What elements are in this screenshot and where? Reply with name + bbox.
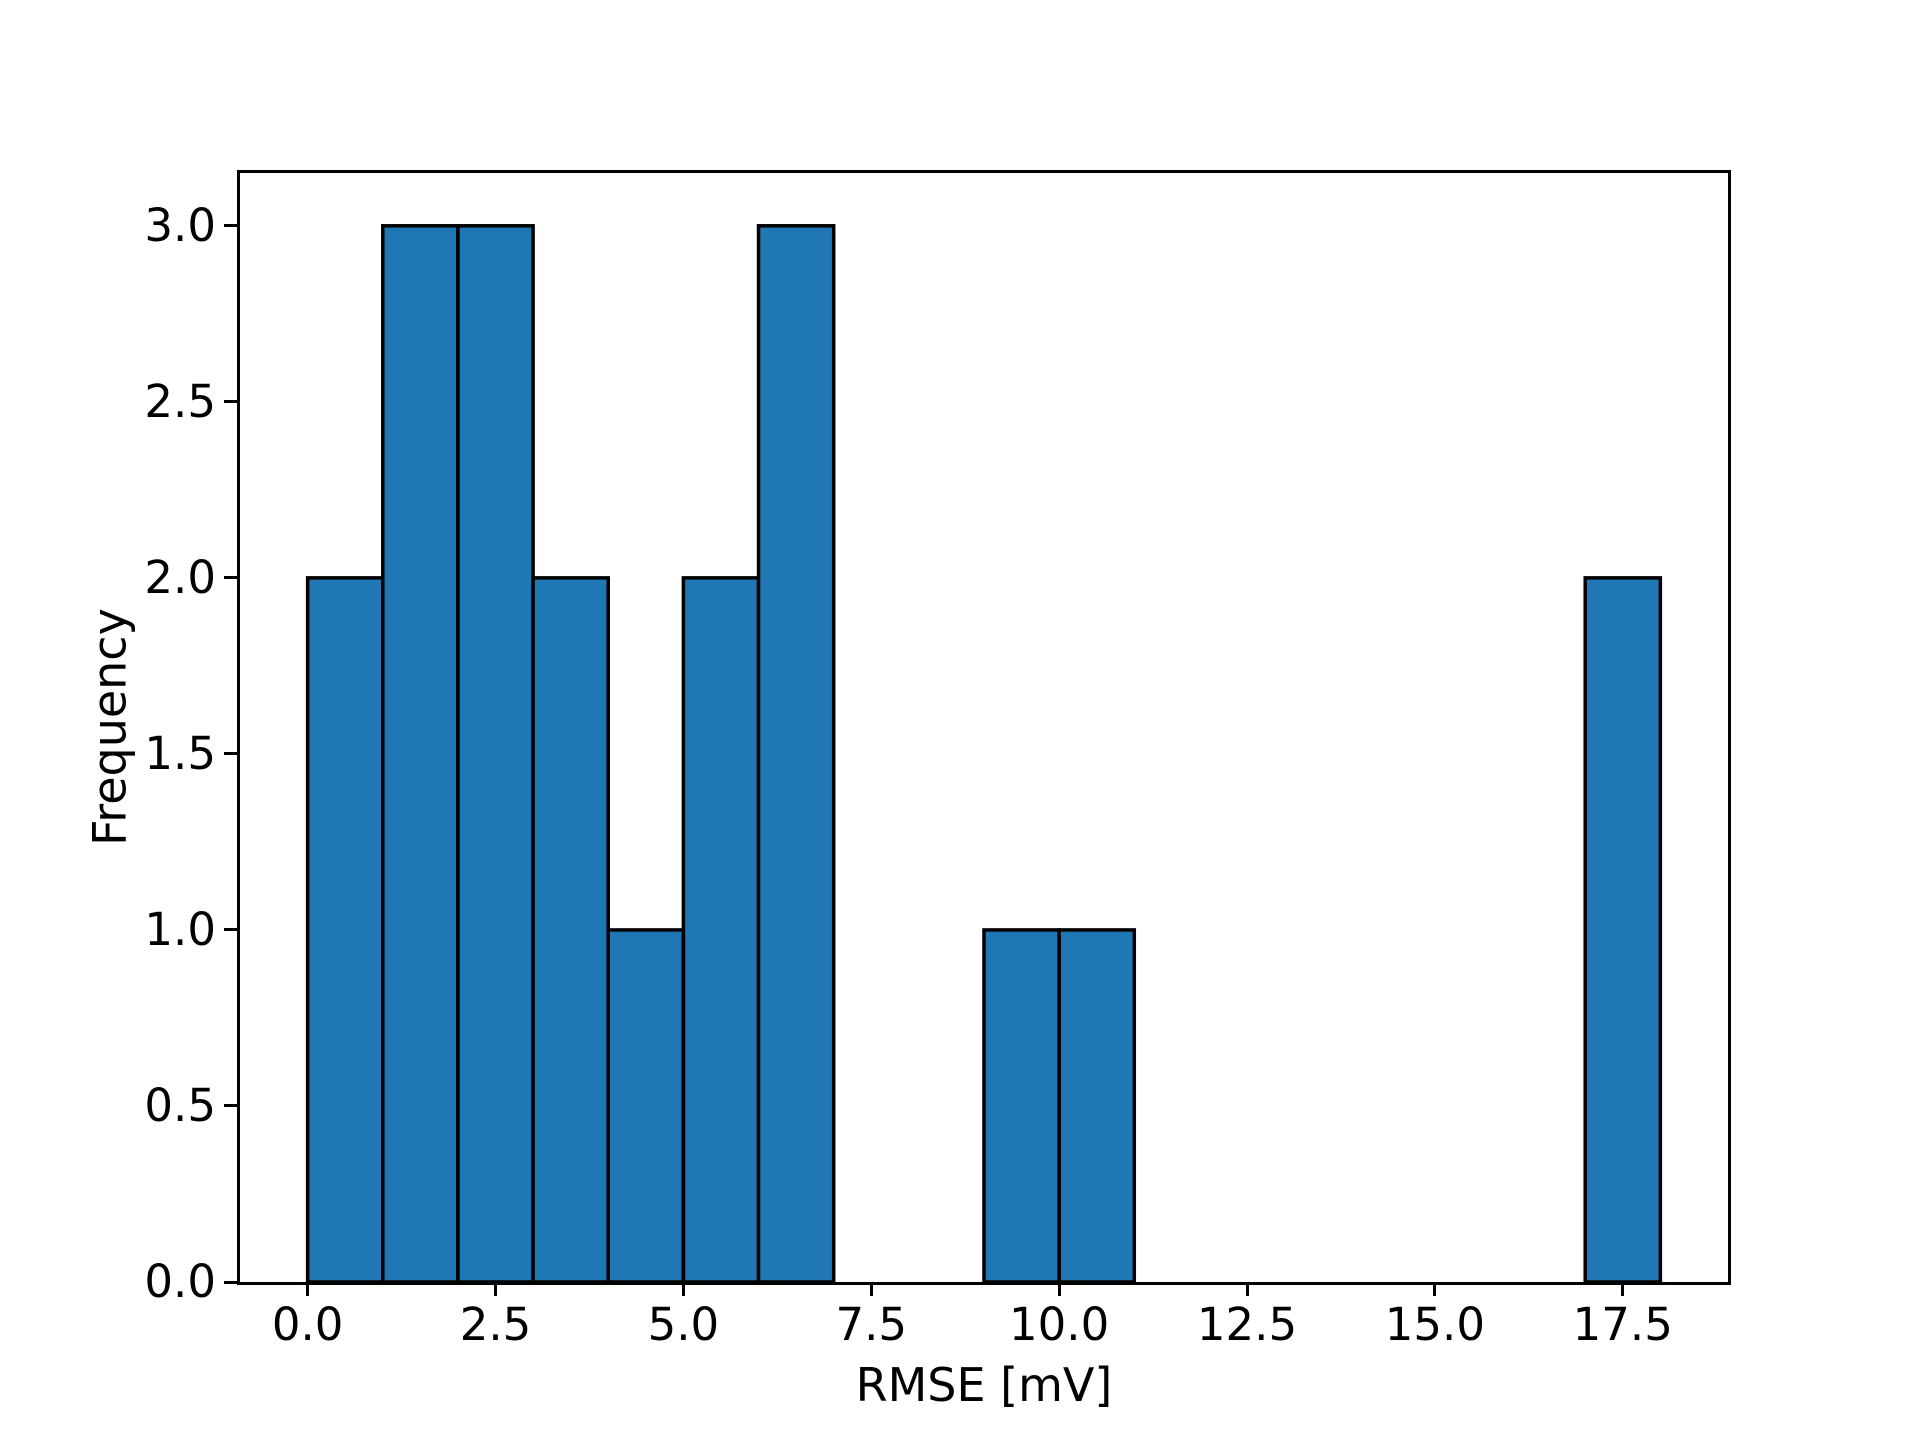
x-tick-mark [494, 1283, 497, 1296]
x-tick-label: 2.5 [459, 1298, 532, 1351]
y-tick-label: 1.0 [144, 902, 216, 956]
plot-area [237, 170, 1731, 1285]
histogram-bar [982, 928, 1061, 1282]
x-tick-label: 5.0 [647, 1298, 720, 1351]
y-tick-mark [224, 928, 237, 932]
histogram-bar [1583, 576, 1663, 1282]
y-tick-mark [224, 224, 237, 228]
x-tick-mark [1245, 1283, 1249, 1296]
y-tick-mark [224, 400, 237, 404]
x-tick-label: 12.5 [1196, 1298, 1298, 1351]
histogram-bar [681, 576, 761, 1282]
histogram-bar [531, 576, 610, 1282]
x-tick-label: 15.0 [1384, 1298, 1485, 1351]
y-tick-label: 1.5 [144, 726, 216, 780]
y-tick-label: 0.0 [144, 1255, 216, 1308]
y-tick-label: 0.5 [144, 1078, 216, 1132]
x-tick-label: 10.0 [1009, 1298, 1110, 1351]
y-tick-mark [224, 576, 237, 580]
histogram-bar [606, 928, 686, 1282]
histogram-bar [1057, 928, 1137, 1282]
y-tick-label: 2.0 [144, 550, 216, 604]
x-axis-label: RMSE [mV] [855, 1358, 1113, 1412]
histogram-bar [381, 224, 460, 1282]
x-tick-mark [1057, 1283, 1061, 1296]
x-tick-mark [1621, 1283, 1625, 1296]
histogram-bar [305, 576, 385, 1282]
x-tick-label: 0.0 [271, 1298, 344, 1351]
histogram-bars [305, 224, 1663, 1282]
y-tick-label: 2.5 [144, 374, 216, 428]
x-tick-mark [681, 1283, 685, 1296]
histogram-bar [756, 224, 836, 1282]
x-tick-mark [306, 1283, 310, 1296]
histogram-bar [456, 224, 535, 1282]
x-tick-mark [869, 1283, 873, 1296]
y-tick-mark [224, 1280, 237, 1284]
y-tick-label: 3.0 [144, 198, 216, 252]
x-tick-label: 7.5 [835, 1298, 908, 1351]
y-tick-mark [224, 1104, 237, 1108]
x-tick-mark [1433, 1283, 1437, 1296]
x-tick-label: 17.5 [1572, 1298, 1673, 1351]
y-tick-mark [224, 752, 237, 756]
